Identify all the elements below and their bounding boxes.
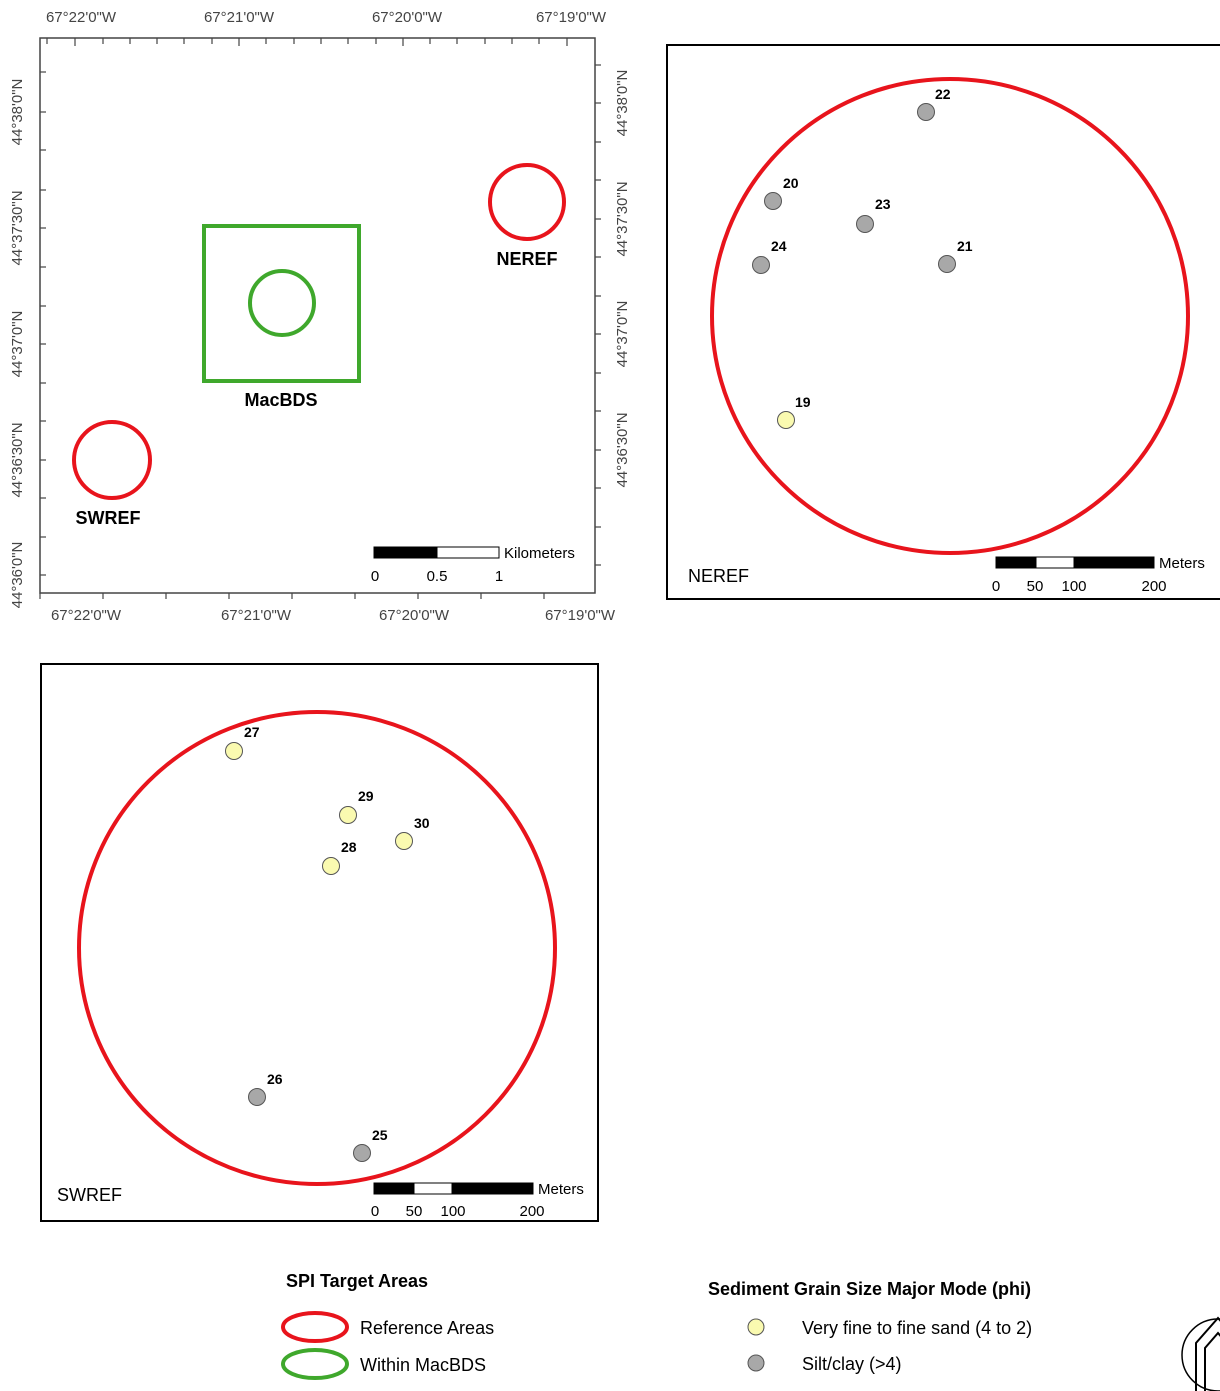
lat-label-left: 44°38'0"N	[9, 79, 26, 146]
swref-panel-frame	[40, 663, 599, 1222]
scale-tick: 200	[519, 1203, 544, 1220]
legend-within-symbol	[281, 1348, 349, 1380]
macbds-target-circle	[248, 269, 316, 337]
swref-panel-label: SWREF	[57, 1185, 122, 1205]
overview-right-ticks	[595, 64, 601, 566]
overview-bottom-ticks	[39, 593, 545, 599]
overview-map: 67°22'0"W 67°21'0"W 67°20'0"W 67°19'0"W …	[9, 9, 631, 624]
scale-tick: 200	[1141, 578, 1166, 595]
legend-within-label: Within MacBDS	[360, 1355, 486, 1375]
station-marker	[339, 806, 357, 824]
station-marker	[764, 192, 782, 210]
lat-label-right: 44°37'30"N	[614, 181, 631, 256]
neref-panel-frame	[666, 44, 1220, 600]
scale-unit: Meters	[538, 1181, 584, 1198]
macbds-boundary	[202, 224, 361, 383]
lon-label-bottom: 67°21'0"W	[221, 607, 292, 624]
station-label: 27	[244, 724, 260, 740]
station-marker	[938, 255, 956, 273]
overview-top-ticks	[46, 38, 568, 46]
lat-label-left: 44°37'0"N	[9, 311, 26, 378]
station-label: 28	[341, 839, 357, 855]
scale-unit: Kilometers	[504, 545, 575, 562]
lat-label-right: 44°38'0"N	[614, 70, 631, 137]
swref-panel: 27 29 30 28 26 25 SWREF Meters 0 50 100 …	[40, 663, 599, 1222]
station-marker	[395, 832, 413, 850]
macbds-label: MacBDS	[244, 390, 317, 410]
station-marker	[322, 857, 340, 875]
station-marker	[225, 742, 243, 760]
station-marker	[353, 1144, 371, 1162]
scale-tick: 50	[1027, 578, 1044, 595]
swref-area-circle	[72, 420, 152, 500]
station-marker	[248, 1088, 266, 1106]
neref-reference-circle	[710, 77, 1190, 555]
lon-label-top: 67°22'0"W	[46, 9, 117, 26]
station-marker	[777, 411, 795, 429]
scale-tick: 0.5	[427, 568, 448, 585]
overview-left-ticks	[40, 71, 46, 576]
station-label: 21	[957, 238, 973, 254]
swref-area-label: SWREF	[76, 508, 141, 528]
lat-label-left: 44°37'30"N	[9, 190, 26, 265]
station-label: 24	[771, 238, 787, 254]
lon-label-bottom: 67°19'0"W	[545, 607, 616, 624]
scale-tick: 0	[371, 568, 379, 585]
station-marker	[752, 256, 770, 274]
lon-label-top: 67°19'0"W	[536, 9, 607, 26]
neref-scale-bar: Meters 0 50 100 200	[992, 555, 1205, 595]
lat-label-right: 44°37'0"N	[614, 301, 631, 368]
station-label: 19	[795, 394, 811, 410]
station-label: 20	[783, 175, 799, 191]
legend-silt-label: Silt/clay (>4)	[802, 1354, 902, 1374]
lat-label-left: 44°36'0"N	[9, 542, 26, 609]
scale-tick: 0	[371, 1203, 379, 1220]
legend-sand-label: Very fine to fine sand (4 to 2)	[802, 1318, 1032, 1338]
scale-tick: 100	[1061, 578, 1086, 595]
lon-label-top: 67°21'0"W	[204, 9, 275, 26]
station-label: 22	[935, 86, 951, 102]
swref-reference-circle	[77, 710, 557, 1186]
lon-label-bottom: 67°22'0"W	[51, 607, 122, 624]
legend: SPI Target Areas Reference Areas Within …	[281, 1271, 1032, 1380]
overview-frame	[39, 37, 596, 594]
station-label: 23	[875, 196, 891, 212]
lon-label-bottom: 67°20'0"W	[379, 607, 450, 624]
lat-label-left: 44°36'30"N	[9, 422, 26, 497]
neref-panel-label: NEREF	[688, 566, 749, 586]
neref-area-label: NEREF	[496, 249, 557, 269]
legend-target-title: SPI Target Areas	[286, 1271, 428, 1291]
scale-tick: 1	[495, 568, 503, 585]
neref-area-circle	[488, 163, 566, 241]
overview-scale-bar: Kilometers 0 0.5 1	[371, 545, 575, 585]
legend-reference-label: Reference Areas	[360, 1318, 494, 1338]
lon-label-top: 67°20'0"W	[372, 9, 443, 26]
legend-silt-symbol	[747, 1354, 765, 1372]
legend-grain-title: Sediment Grain Size Major Mode (phi)	[708, 1279, 1031, 1299]
station-marker	[917, 103, 935, 121]
legend-reference-symbol	[281, 1311, 349, 1343]
lat-label-right: 44°36'30"N	[614, 412, 631, 487]
scale-tick: 0	[992, 578, 1000, 595]
station-label: 29	[358, 788, 374, 804]
swref-scale-bar: Meters 0 50 100 200	[371, 1181, 584, 1220]
station-label: 25	[372, 1127, 388, 1143]
scale-unit: Meters	[1159, 555, 1205, 572]
station-marker	[856, 215, 874, 233]
north-arrow-icon	[1181, 1316, 1220, 1391]
scale-tick: 100	[440, 1203, 465, 1220]
legend-sand-symbol	[747, 1318, 765, 1336]
neref-panel: 22 20 23 24 21 19 NEREF Meters 0 50 100 …	[666, 44, 1220, 600]
scale-tick: 50	[406, 1203, 423, 1220]
station-label: 26	[267, 1071, 283, 1087]
station-label: 30	[414, 815, 430, 831]
